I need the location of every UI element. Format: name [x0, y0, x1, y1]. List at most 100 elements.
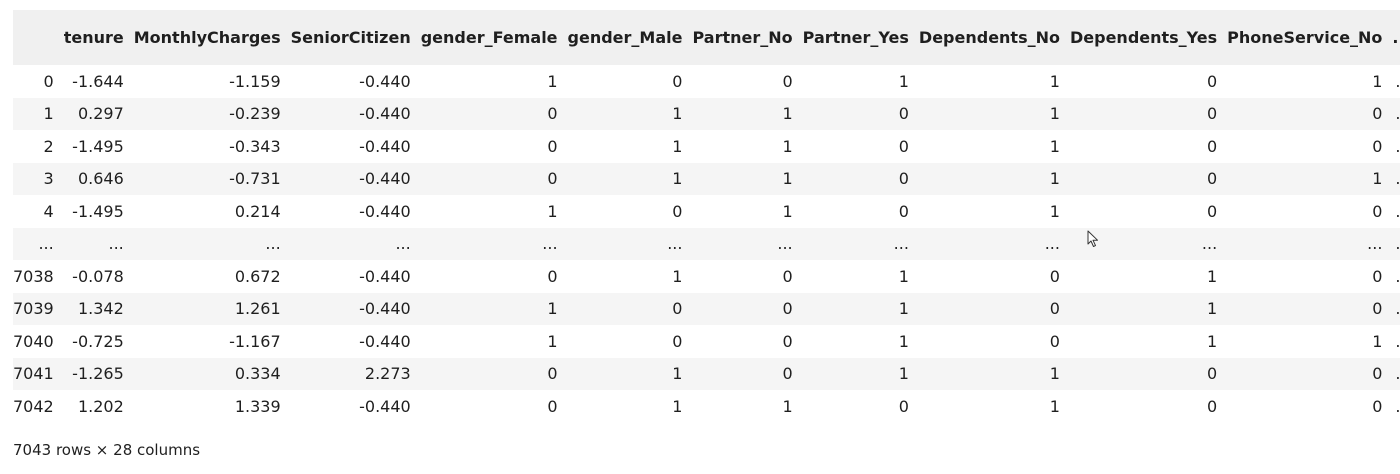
table-row: 7038 -0.078 0.672 -0.440 0 1 0 1 0 1 0... [13, 260, 1400, 293]
row-index: 4 [43, 201, 54, 221]
table-cell: 0 [1372, 299, 1383, 319]
column-header-gender-male: gender_Male [567, 28, 683, 47]
table-cell: -1.159 [229, 71, 281, 91]
table-cell: 0 [672, 71, 683, 91]
table-cell: 0 [547, 396, 558, 416]
table-cell: 1 [782, 136, 793, 156]
table-cell: 0 [1206, 364, 1218, 384]
row-index: 7042 [13, 396, 54, 416]
table-cell: -0.440 [359, 71, 411, 91]
table-row: 7039 1.342 1.261 -0.440 1 0 0 1 0 1 0... [13, 292, 1400, 325]
table-cell: 1.202 [77, 396, 124, 416]
table-cell: 1 [547, 299, 558, 319]
table-cell: -0.440 [359, 201, 411, 221]
column-header-seniorcitizen: SeniorCitizen [290, 28, 411, 47]
table-cell: 1 [898, 331, 909, 351]
table-cell: -1.644 [72, 71, 124, 91]
table-cell: 1.342 [77, 299, 124, 319]
row-index: 2 [43, 136, 54, 156]
table-cell: 1 [1372, 71, 1383, 91]
table-cell: 2.273 [364, 364, 411, 384]
row-index: 1 [43, 104, 54, 124]
table-cell: 1 [1206, 331, 1218, 351]
table-cell: -0.440 [359, 169, 411, 189]
table-cell: 1 [1206, 299, 1218, 319]
table-cell: -0.440 [359, 396, 411, 416]
table-cell: 1 [1049, 169, 1060, 189]
table-cell: 0.672 [234, 266, 281, 286]
table-cell: -0.440 [359, 104, 411, 124]
table-cell: 1 [672, 136, 683, 156]
table-cell: ... [265, 234, 281, 254]
table-cell: 1 [1372, 169, 1383, 189]
table-cell: ... [1201, 234, 1218, 254]
table-cell: ... [1395, 201, 1400, 221]
table-body: 0 -1.644 -1.159 -0.440 1 0 0 1 1 0 1... 1 0.297 -0.23… [13, 65, 1400, 423]
table-cell: 0 [782, 331, 793, 351]
row-index: ... [38, 234, 54, 254]
table-cell: 1 [1049, 364, 1060, 384]
table-cell: ... [1395, 104, 1400, 124]
table-cell: 0 [547, 169, 558, 189]
table-cell: ... [395, 234, 411, 254]
table-cell: 0 [782, 71, 793, 91]
table-cell: 1.339 [234, 396, 281, 416]
table-cell: ... [667, 234, 683, 254]
table-cell: 1 [547, 331, 558, 351]
table-cell: 1 [1049, 136, 1060, 156]
table-cell: -0.239 [229, 104, 281, 124]
table-cell: 0 [1372, 364, 1383, 384]
table-cell: 0 [1372, 136, 1383, 156]
table-cell: 1 [1049, 396, 1060, 416]
table-cell: 0 [547, 136, 558, 156]
column-header-phoneservice-no: PhoneService_No [1227, 28, 1383, 47]
table-cell: 0 [1049, 299, 1060, 319]
table-cell: 0.646 [77, 169, 124, 189]
table-cell: 1 [782, 396, 793, 416]
table-cell: 0 [672, 299, 683, 319]
row-index: 0 [43, 71, 54, 91]
table-cell: 0 [1372, 266, 1383, 286]
dataframe-shape-text: 7043 rows × 28 columns [13, 441, 201, 459]
table-cell: 1 [547, 201, 558, 221]
table-cell: 1 [1049, 104, 1060, 124]
table-cell: ... [1395, 331, 1400, 351]
table-cell: 1 [672, 104, 683, 124]
row-index: 3 [43, 169, 54, 189]
table-cell: 0 [672, 201, 683, 221]
table-cell: 0.214 [234, 201, 281, 221]
table-cell: ... [1395, 169, 1400, 189]
table-cell: 0 [1206, 396, 1218, 416]
table-cell: 0 [1372, 396, 1383, 416]
table-cell: 0 [1372, 104, 1383, 124]
table-row: 7041 -1.265 0.334 2.273 0 1 0 1 1 0 0... [13, 357, 1400, 390]
table-cell: ... [1395, 266, 1400, 286]
row-index: 7040 [13, 331, 54, 351]
table-cell: ... [1395, 71, 1400, 91]
table-cell: 1 [898, 299, 909, 319]
table-cell: 1.261 [234, 299, 281, 319]
table-cell: -1.167 [229, 331, 281, 351]
table-row: 4 -1.495 0.214 -0.440 1 0 1 0 1 0 0... [13, 195, 1400, 228]
table-cell: 0 [898, 136, 909, 156]
table-cell: ... [1395, 299, 1400, 319]
table-cell: -1.495 [72, 201, 124, 221]
table-cell: 0 [1206, 201, 1218, 221]
table-cell: ... [777, 234, 793, 254]
index-header [13, 10, 64, 65]
table-cell: 0.334 [234, 364, 281, 384]
table-cell: 0 [898, 396, 909, 416]
table-cell: ... [1395, 364, 1400, 384]
table-cell: 0 [1049, 331, 1060, 351]
table-cell: -0.343 [229, 136, 281, 156]
table-cell: ... [542, 234, 558, 254]
table-cell: 1 [782, 169, 793, 189]
table-cell: 1 [547, 71, 558, 91]
table-cell: 1 [782, 104, 793, 124]
table-cell: ... [1395, 136, 1400, 156]
table-cell: 1 [672, 364, 683, 384]
table-cell: 0 [1206, 104, 1218, 124]
column-header-dependents-no: Dependents_No [918, 28, 1060, 47]
column-header-tenure: tenure [63, 28, 124, 47]
table-header-row: tenure MonthlyCharges SeniorCitizen gend… [13, 10, 1400, 65]
